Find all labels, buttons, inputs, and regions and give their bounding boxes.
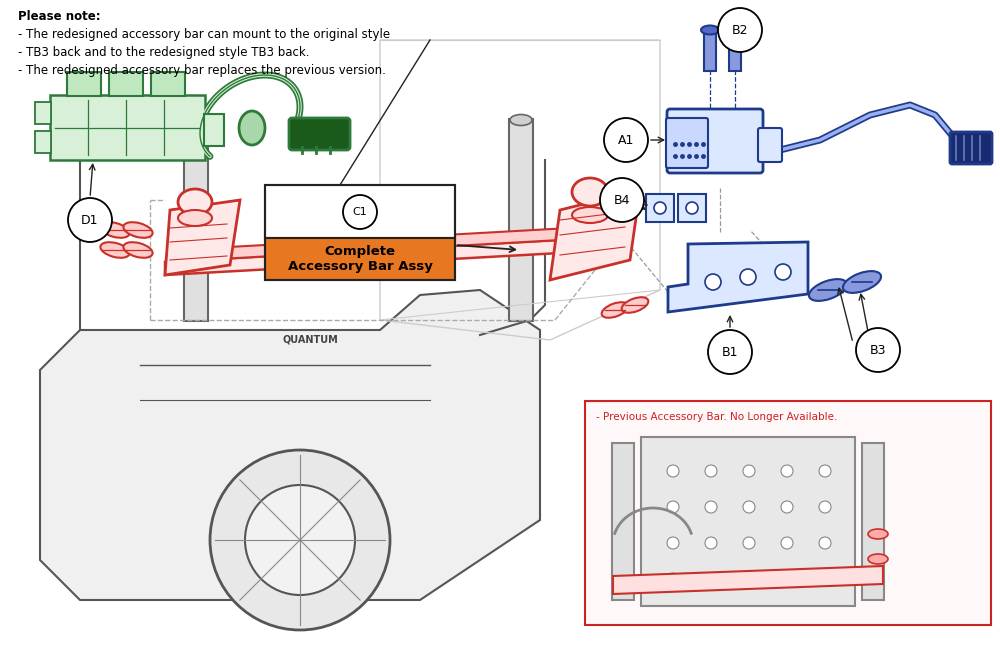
Circle shape	[775, 264, 791, 280]
Text: Complete
Accessory Bar Assy: Complete Accessory Bar Assy	[288, 245, 432, 273]
Circle shape	[819, 465, 831, 477]
Circle shape	[705, 465, 717, 477]
Polygon shape	[668, 242, 808, 312]
FancyBboxPatch shape	[667, 109, 763, 173]
Polygon shape	[613, 566, 883, 594]
Circle shape	[245, 485, 355, 595]
Ellipse shape	[622, 297, 648, 313]
Ellipse shape	[185, 114, 207, 125]
Text: - The redesigned accessory bar can mount to the original style: - The redesigned accessory bar can mount…	[18, 28, 390, 41]
Circle shape	[600, 178, 644, 222]
Polygon shape	[165, 228, 570, 262]
Ellipse shape	[868, 529, 888, 539]
FancyBboxPatch shape	[585, 401, 991, 625]
FancyBboxPatch shape	[509, 119, 533, 321]
FancyBboxPatch shape	[612, 443, 634, 600]
Text: - TB3 back and to the redesigned style TB3 back.: - TB3 back and to the redesigned style T…	[18, 46, 310, 59]
Polygon shape	[550, 190, 640, 280]
Ellipse shape	[100, 242, 130, 258]
Circle shape	[781, 501, 793, 513]
Text: D1: D1	[81, 213, 99, 226]
Circle shape	[708, 330, 752, 374]
Polygon shape	[165, 240, 560, 275]
Text: B2: B2	[732, 23, 748, 36]
FancyBboxPatch shape	[184, 119, 208, 321]
FancyBboxPatch shape	[641, 437, 855, 606]
Ellipse shape	[809, 279, 847, 301]
Circle shape	[667, 537, 679, 549]
FancyBboxPatch shape	[704, 29, 716, 71]
FancyBboxPatch shape	[729, 29, 741, 71]
FancyBboxPatch shape	[67, 72, 101, 96]
Ellipse shape	[239, 111, 265, 145]
Ellipse shape	[602, 302, 628, 318]
Circle shape	[667, 465, 679, 477]
FancyBboxPatch shape	[646, 194, 674, 222]
FancyBboxPatch shape	[35, 102, 51, 124]
Circle shape	[705, 274, 721, 290]
Ellipse shape	[726, 25, 744, 34]
FancyBboxPatch shape	[950, 132, 992, 164]
Circle shape	[856, 328, 900, 372]
Circle shape	[743, 465, 755, 477]
FancyBboxPatch shape	[35, 131, 51, 153]
FancyBboxPatch shape	[151, 72, 185, 96]
Circle shape	[743, 537, 755, 549]
Circle shape	[718, 8, 762, 52]
Circle shape	[819, 537, 831, 549]
Ellipse shape	[100, 222, 130, 238]
Text: - The redesigned accessory bar replaces the previous version.: - The redesigned accessory bar replaces …	[18, 64, 386, 77]
Circle shape	[705, 573, 717, 585]
Circle shape	[743, 573, 755, 585]
Circle shape	[743, 501, 755, 513]
Text: QUANTUM: QUANTUM	[282, 335, 338, 345]
FancyBboxPatch shape	[289, 118, 350, 150]
Circle shape	[781, 465, 793, 477]
FancyBboxPatch shape	[678, 194, 706, 222]
Text: C1: C1	[353, 207, 367, 217]
Circle shape	[705, 501, 717, 513]
Circle shape	[819, 501, 831, 513]
Polygon shape	[40, 290, 540, 600]
FancyBboxPatch shape	[265, 185, 455, 238]
Circle shape	[604, 118, 648, 162]
Circle shape	[781, 537, 793, 549]
Circle shape	[781, 573, 793, 585]
Text: Please note:: Please note:	[18, 10, 101, 23]
Circle shape	[667, 501, 679, 513]
Ellipse shape	[572, 207, 608, 223]
Ellipse shape	[868, 554, 888, 564]
Text: B3: B3	[870, 343, 886, 356]
Circle shape	[667, 573, 679, 585]
Ellipse shape	[123, 222, 153, 238]
Text: B4: B4	[614, 194, 630, 207]
Ellipse shape	[701, 25, 719, 34]
Polygon shape	[165, 200, 240, 275]
Circle shape	[819, 573, 831, 585]
Circle shape	[68, 198, 112, 242]
Ellipse shape	[178, 189, 212, 215]
Ellipse shape	[510, 114, 532, 125]
Ellipse shape	[572, 178, 608, 206]
Ellipse shape	[123, 242, 153, 258]
Ellipse shape	[178, 210, 212, 226]
Text: - Previous Accessory Bar. No Longer Available.: - Previous Accessory Bar. No Longer Avai…	[596, 412, 837, 422]
Circle shape	[686, 202, 698, 214]
Circle shape	[210, 450, 390, 630]
FancyBboxPatch shape	[204, 114, 224, 146]
Ellipse shape	[843, 271, 881, 293]
FancyBboxPatch shape	[758, 128, 782, 162]
Circle shape	[705, 537, 717, 549]
Circle shape	[654, 202, 666, 214]
Circle shape	[740, 269, 756, 285]
FancyBboxPatch shape	[666, 118, 708, 168]
Circle shape	[343, 195, 377, 229]
FancyBboxPatch shape	[862, 443, 884, 600]
Text: A1: A1	[618, 133, 634, 146]
Text: B1: B1	[722, 346, 738, 359]
Polygon shape	[50, 95, 205, 160]
FancyBboxPatch shape	[109, 72, 143, 96]
FancyBboxPatch shape	[265, 238, 455, 280]
